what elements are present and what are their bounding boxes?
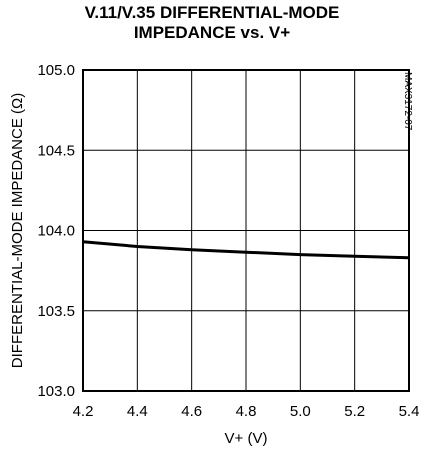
series-line bbox=[82, 240, 410, 260]
y-axis-label: DIFFERENTIAL-MODE IMPEDANCE (Ω) bbox=[9, 93, 26, 368]
x-tick-label: 4.4 bbox=[127, 403, 148, 420]
x-tick-labels: 4.2 4.4 4.6 4.8 5.0 5.2 5.4 bbox=[73, 403, 420, 420]
x-tick-label: 4.6 bbox=[181, 403, 202, 420]
x-tick-label: 5.0 bbox=[290, 403, 311, 420]
plot-frame bbox=[82, 69, 410, 392]
y-tick-labels: 105.0 104.5 104.0 103.5 103.0 bbox=[37, 62, 75, 400]
chart-title-line-2: IMPEDANCE vs. V+ bbox=[133, 23, 291, 42]
grid bbox=[82, 69, 410, 392]
y-tick-label: 103.0 bbox=[37, 383, 75, 400]
y-tick-label: 103.5 bbox=[37, 303, 75, 320]
part-number-label: MAX3172-07 bbox=[402, 72, 413, 131]
x-tick-label: 4.2 bbox=[73, 403, 94, 420]
x-tick-label: 5.4 bbox=[399, 403, 420, 420]
y-tick-label: 105.0 bbox=[37, 62, 75, 79]
y-tick-label: 104.0 bbox=[37, 223, 75, 240]
x-tick-label: 5.2 bbox=[344, 403, 365, 420]
y-tick-label: 104.5 bbox=[37, 142, 75, 159]
x-axis-label: V+ (V) bbox=[225, 430, 268, 447]
chart-title-line-1: V.11/V.35 DIFFERENTIAL-MODE bbox=[84, 3, 340, 22]
x-tick-label: 4.8 bbox=[236, 403, 257, 420]
